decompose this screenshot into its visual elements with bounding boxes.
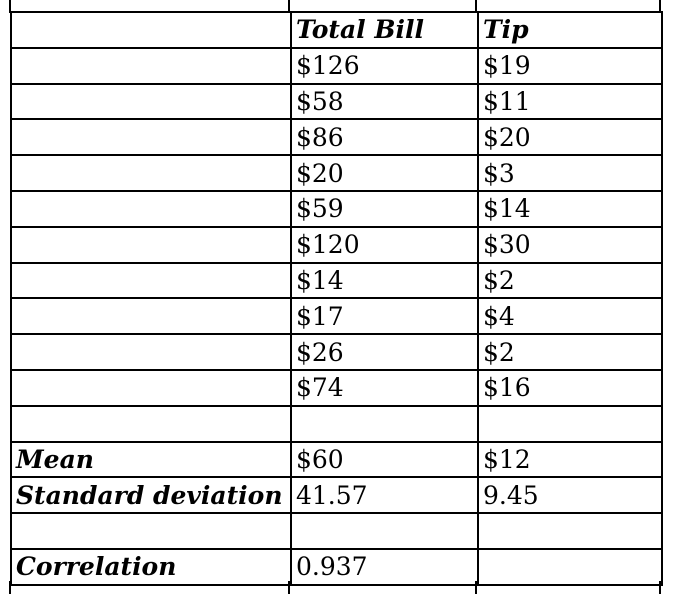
total-bill-value: $120 <box>290 225 479 264</box>
grid-tick <box>475 581 477 594</box>
table-row: $20 $3 <box>10 154 663 192</box>
table-row: $59 $14 <box>10 189 663 228</box>
row-label-cell <box>10 297 292 336</box>
std-dev-row: Standard deviation 41.57 9.45 <box>10 476 663 515</box>
total-bill-value: $17 <box>290 297 479 336</box>
table-row: $14 $2 <box>10 261 663 300</box>
tip-value: $14 <box>477 189 663 228</box>
table-row: $17 $4 <box>10 297 663 336</box>
table-row: $126 $19 <box>10 46 663 85</box>
table-row: $26 $2 <box>10 333 663 371</box>
grid-tick <box>9 581 11 594</box>
mean-row: Mean $60 $12 <box>10 440 663 479</box>
empty-cell <box>10 512 292 550</box>
empty-cell <box>477 512 663 550</box>
empty-cell <box>290 512 479 550</box>
grid-tick <box>9 0 11 13</box>
row-label-cell <box>10 154 292 192</box>
tips-statistics-table: Total Bill Tip $126 $19 $58 $11 $86 $20 … <box>10 11 663 586</box>
grid-tick <box>659 581 661 594</box>
mean-total-bill: $60 <box>290 440 479 479</box>
column-header-total-bill: Total Bill <box>290 11 479 49</box>
table-row: $86 $20 <box>10 118 663 157</box>
total-bill-value: $74 <box>290 368 479 407</box>
tip-value: $20 <box>477 118 663 157</box>
grid-tick <box>475 0 477 13</box>
tip-value: $3 <box>477 154 663 192</box>
total-bill-value: $126 <box>290 46 479 85</box>
total-bill-value: $59 <box>290 189 479 228</box>
table-row: $58 $11 <box>10 82 663 121</box>
grid-tick <box>659 0 661 13</box>
tip-value: $30 <box>477 225 663 264</box>
column-header-tip: Tip <box>477 11 663 49</box>
spacer-row <box>10 512 663 550</box>
correlation-value: 0.937 <box>290 547 479 586</box>
row-label-cell <box>10 368 292 407</box>
total-bill-value: $58 <box>290 82 479 121</box>
row-label-cell <box>10 225 292 264</box>
std-dev-total-bill: 41.57 <box>290 476 479 515</box>
tip-value: $16 <box>477 368 663 407</box>
tip-value: $2 <box>477 261 663 300</box>
tip-value: $4 <box>477 297 663 336</box>
header-row: Total Bill Tip <box>10 11 663 49</box>
table-row: $120 $30 <box>10 225 663 264</box>
grid-tick <box>288 581 290 594</box>
row-label-cell <box>10 261 292 300</box>
total-bill-value: $20 <box>290 154 479 192</box>
tip-value: $11 <box>477 82 663 121</box>
empty-cell <box>477 404 663 443</box>
mean-label: Mean <box>10 440 292 479</box>
total-bill-value: $26 <box>290 333 479 371</box>
empty-cell <box>290 404 479 443</box>
row-label-cell <box>10 118 292 157</box>
tip-value: $19 <box>477 46 663 85</box>
row-label-cell <box>10 333 292 371</box>
correlation-label: Correlation <box>10 547 292 586</box>
tip-value: $2 <box>477 333 663 371</box>
row-label-cell <box>10 189 292 228</box>
corner-cell <box>10 11 292 49</box>
row-label-cell <box>10 46 292 85</box>
empty-cell <box>477 547 663 586</box>
correlation-row: Correlation 0.937 <box>10 547 663 586</box>
std-dev-tip: 9.45 <box>477 476 663 515</box>
total-bill-value: $14 <box>290 261 479 300</box>
row-label-cell <box>10 82 292 121</box>
mean-tip: $12 <box>477 440 663 479</box>
empty-cell <box>10 404 292 443</box>
grid-tick <box>288 0 290 13</box>
spacer-row <box>10 404 663 443</box>
table-row: $74 $16 <box>10 368 663 407</box>
total-bill-value: $86 <box>290 118 479 157</box>
std-dev-label: Standard deviation <box>10 476 292 515</box>
